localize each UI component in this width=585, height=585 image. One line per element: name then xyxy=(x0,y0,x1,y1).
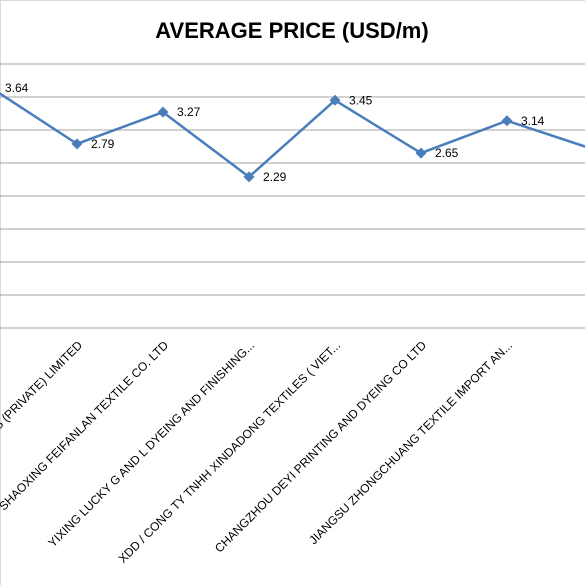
data-label: 3.27 xyxy=(177,105,201,119)
chart-title: AVERAGE PRICE (USD/m) xyxy=(155,18,428,43)
point-marker xyxy=(501,115,513,127)
point-marker xyxy=(329,94,341,106)
point-marker xyxy=(243,171,255,183)
data-label: 2.79 xyxy=(91,137,115,151)
data-label: 3.14 xyxy=(521,114,545,128)
data-label: 3.64 xyxy=(5,81,29,95)
data-label: 2.65 xyxy=(435,146,459,160)
series-line xyxy=(0,92,585,179)
point-marker xyxy=(415,147,427,159)
data-label: 3.45 xyxy=(349,93,373,107)
data-label: 2.29 xyxy=(263,170,287,184)
point-marker xyxy=(71,138,83,150)
point-marker xyxy=(157,106,169,118)
